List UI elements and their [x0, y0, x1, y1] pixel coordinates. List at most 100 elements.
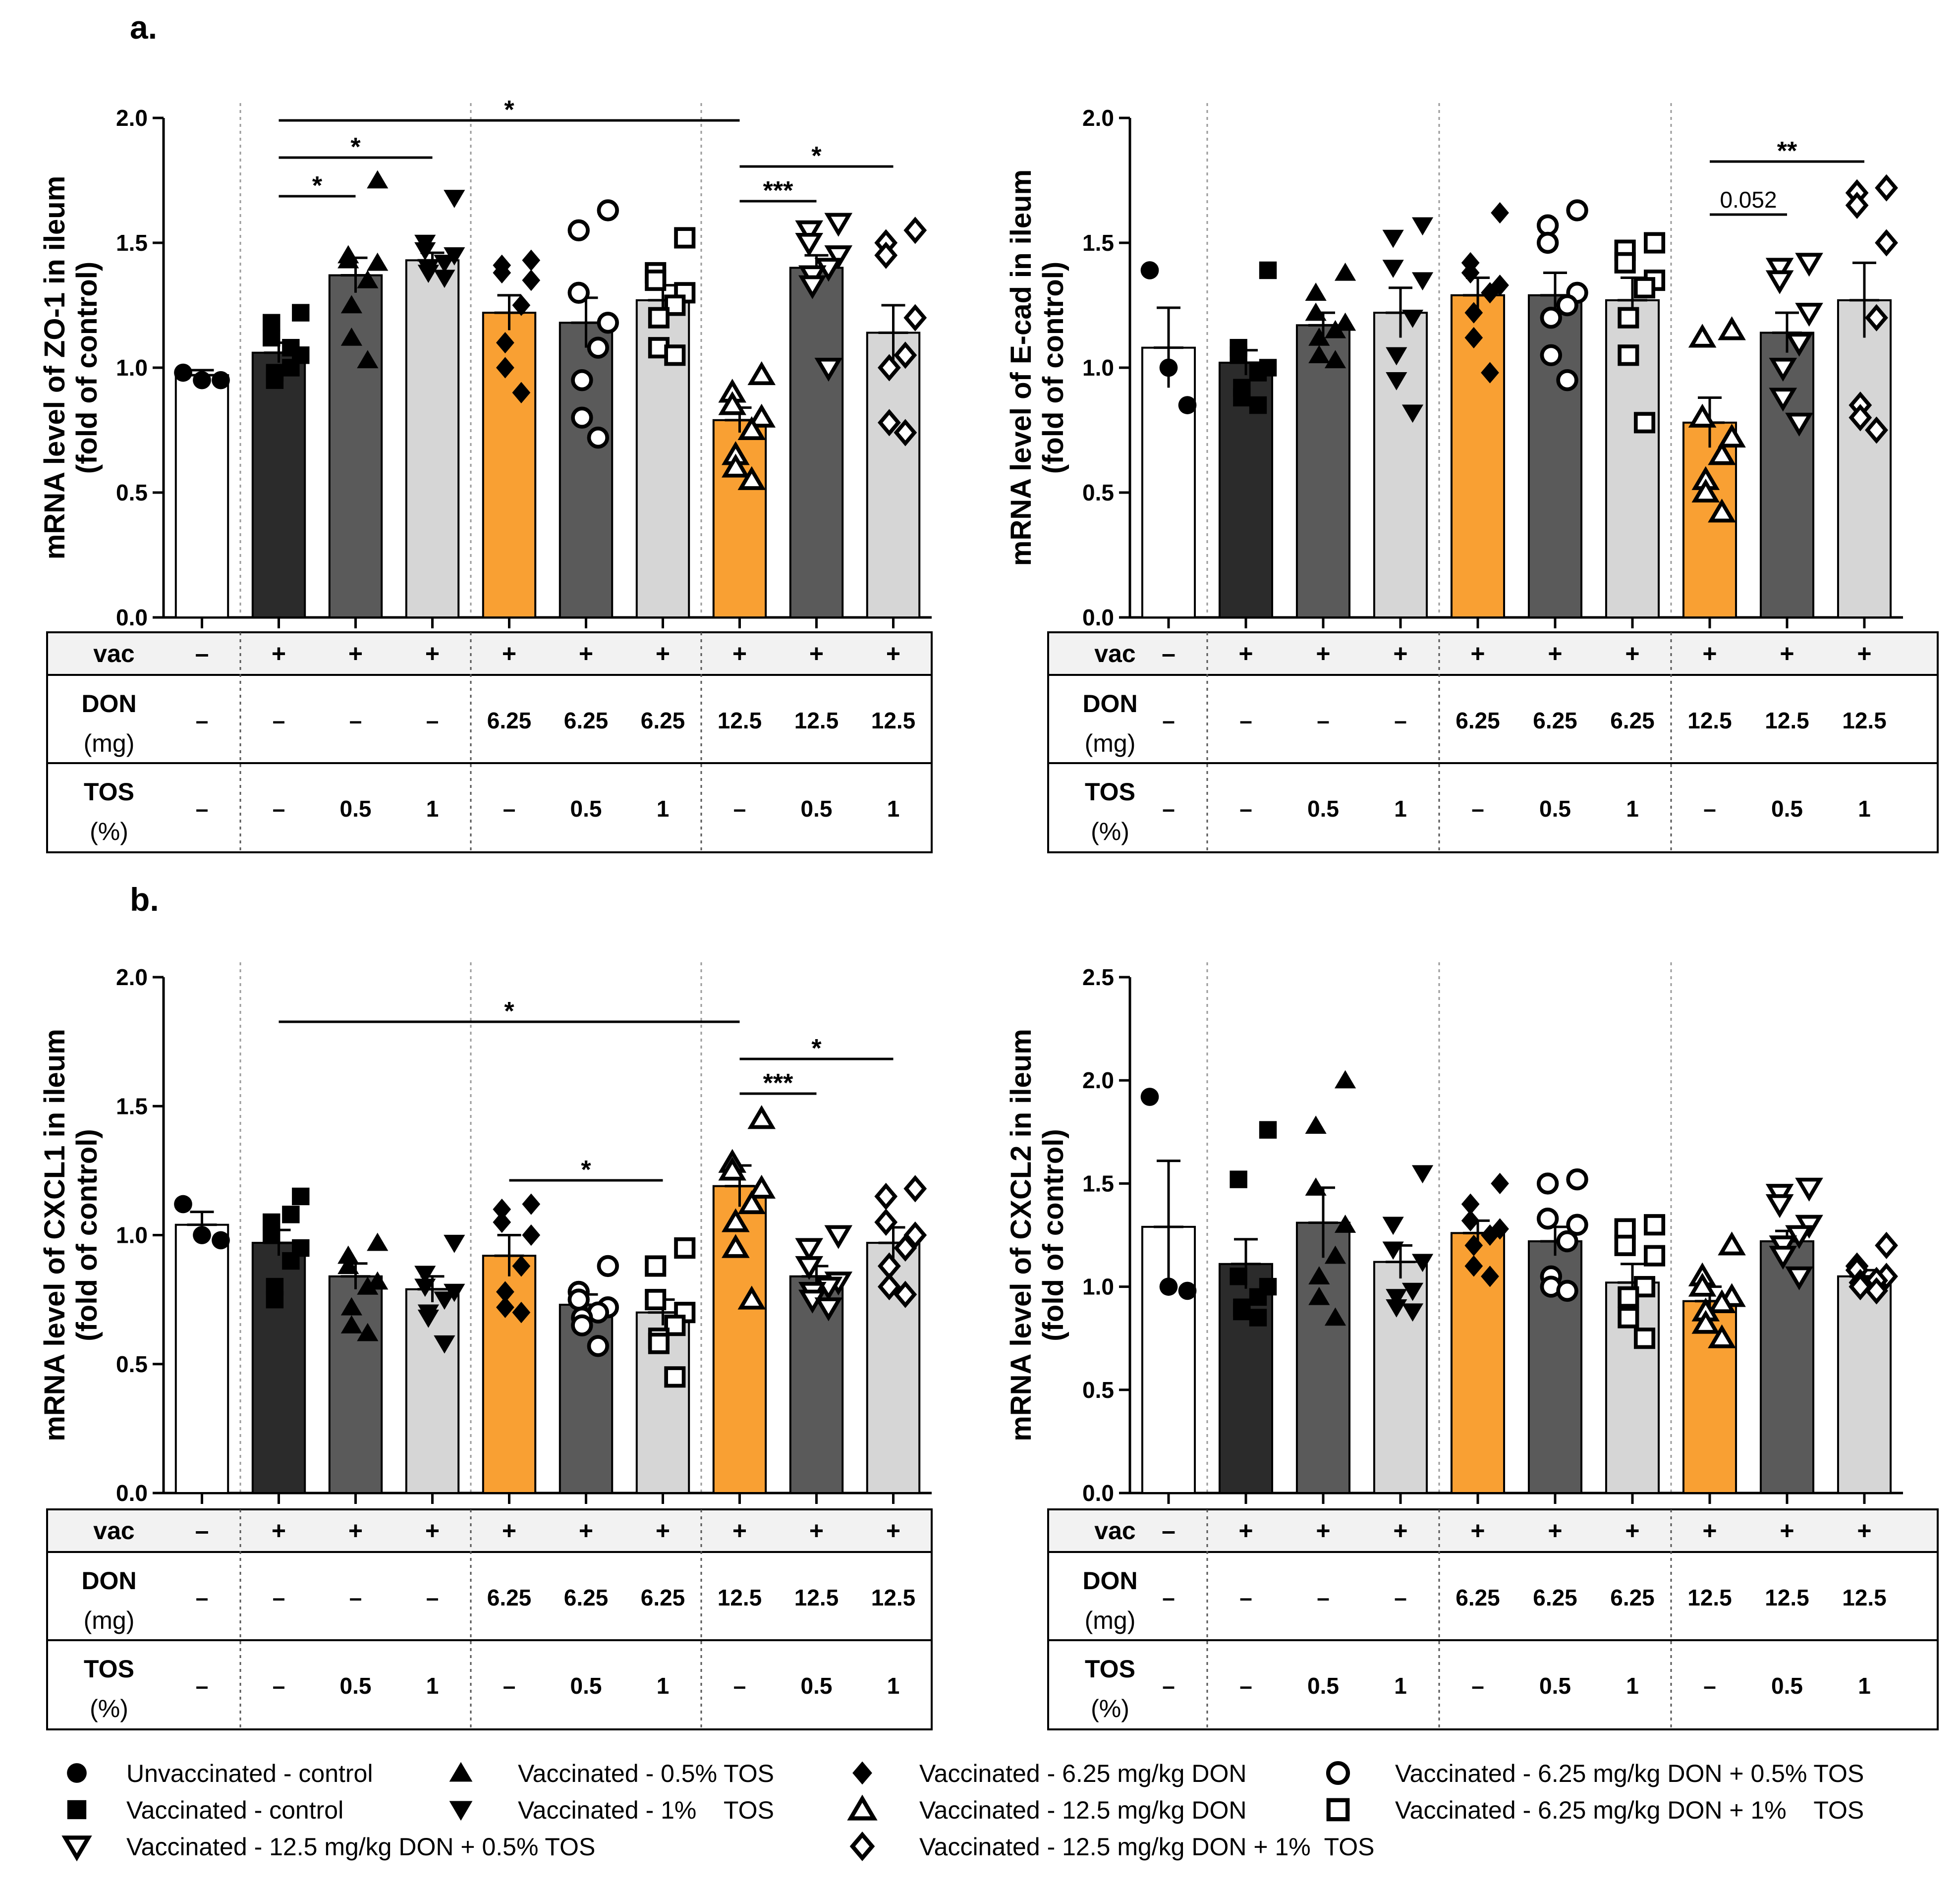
data-point [1464, 302, 1483, 324]
row-header-don-unit: (mg) [1085, 729, 1136, 757]
bar [1837, 299, 1892, 618]
legend-marker-diamond-filled [852, 1761, 872, 1785]
data-point [1865, 1277, 1888, 1305]
cell-vac: + [1548, 1517, 1562, 1545]
bar [405, 259, 460, 618]
data-point [340, 1297, 362, 1316]
bar [251, 351, 306, 618]
data-point [737, 1285, 766, 1310]
data-point [1305, 282, 1327, 301]
data-point [1481, 362, 1499, 384]
cell-vac: + [1316, 640, 1330, 667]
cell-don: – [1239, 1585, 1252, 1610]
cell-tos: 0.5 [340, 1673, 372, 1699]
cell-don: – [196, 708, 209, 733]
chart-panels: 0.0 0.5 1.0 1.5 2.0 mRNA level of ZO-1 in ile… [39, 96, 1939, 1730]
data-point [496, 357, 514, 379]
data-point [1688, 324, 1717, 348]
significance-label: ** [1777, 137, 1797, 166]
cell-tos: – [196, 1673, 209, 1699]
data-point [1481, 282, 1499, 304]
row-header-vac: vac [1094, 1517, 1135, 1545]
data-point [1230, 1170, 1247, 1188]
cell-don: – [426, 708, 439, 733]
row-header-don: DON [1082, 690, 1137, 718]
data-point [798, 275, 827, 299]
data-point [674, 227, 696, 249]
data-point [357, 350, 379, 369]
data-point [1765, 1194, 1794, 1219]
row-header-tos: TOS [84, 778, 134, 806]
cell-vac: + [1780, 1517, 1794, 1545]
data-point [587, 426, 610, 449]
bar [559, 322, 614, 618]
row-header-tos-unit: (%) [90, 1695, 128, 1722]
cell-tos: 0.5 [801, 1673, 833, 1699]
data-point [1769, 357, 1797, 382]
data-point [496, 1281, 514, 1303]
data-point [567, 219, 590, 242]
data-point [903, 304, 927, 332]
data-point [1845, 191, 1869, 219]
data-point [1464, 327, 1483, 349]
data-point [587, 1335, 610, 1357]
cell-vac: + [1625, 640, 1639, 667]
y-tick-label: 2.0 [1082, 105, 1114, 131]
cell-don: 6.25 [564, 708, 609, 733]
data-point [1386, 1299, 1407, 1318]
y-tick-label: 1.5 [116, 230, 148, 256]
cell-tos: – [273, 796, 285, 822]
data-point [414, 1266, 436, 1284]
y-axis-label: mRNA level of E-cad in ileum [1005, 169, 1037, 566]
y-axis-sublabel: (fold of control) [71, 262, 103, 474]
data-point [1464, 1234, 1483, 1256]
data-point [337, 250, 359, 269]
y-tick-label: 0.5 [1082, 1377, 1114, 1403]
table-frame [1047, 631, 1939, 853]
data-point [357, 1276, 379, 1295]
bar [1759, 1240, 1815, 1494]
cell-tos: – [1703, 796, 1716, 822]
data-point [1249, 1309, 1267, 1327]
data-point [266, 371, 284, 389]
condition-table: vac DON (mg) TOS (%) – – – + – – + – 0.5 + – 1 +6.25 – +6.2… [1047, 1508, 1939, 1730]
data-point [1618, 1307, 1639, 1329]
row-header-tos-unit: (%) [1091, 1695, 1129, 1722]
data-point [496, 332, 514, 354]
cell-don: 6.25 [1456, 1585, 1500, 1610]
data-point [340, 295, 362, 314]
data-point [571, 406, 593, 429]
cell-tos: 0.5 [1307, 796, 1339, 822]
data-point [1308, 345, 1330, 363]
data-point [1481, 1224, 1499, 1246]
data-point [1688, 1273, 1717, 1297]
data-point [1536, 1207, 1559, 1230]
legend-marker-triangle-down-filled [449, 1801, 473, 1821]
data-point [1769, 1246, 1797, 1270]
significance-label: 0.052 [1720, 187, 1777, 213]
cell-don: – [349, 708, 362, 733]
data-point [894, 419, 917, 446]
cell-vac: + [1702, 640, 1717, 667]
data-point [824, 245, 853, 270]
y-axis-label: mRNA level of CXCL2 in ileum [1005, 1029, 1037, 1441]
cell-don: – [196, 1585, 209, 1610]
y-tick-label: 0.0 [1082, 605, 1114, 630]
data-point [522, 249, 541, 271]
data-point [571, 369, 593, 391]
bar [482, 312, 537, 618]
cell-don: 6.25 [487, 708, 532, 733]
legend-label: Vaccinated - 6.25 mg/kg DON [919, 1760, 1246, 1787]
data-point [1249, 364, 1267, 382]
data-point [1461, 262, 1480, 284]
bar [174, 374, 229, 618]
data-point [522, 270, 541, 291]
y-tick-label: 0.0 [1082, 1480, 1114, 1506]
data-point [1249, 1288, 1267, 1306]
data-point [894, 1234, 917, 1262]
data-point [417, 1309, 439, 1328]
cell-vac: + [1470, 1517, 1485, 1545]
data-point [263, 1226, 280, 1244]
data-point [1230, 1268, 1247, 1285]
data-point [493, 1211, 511, 1233]
